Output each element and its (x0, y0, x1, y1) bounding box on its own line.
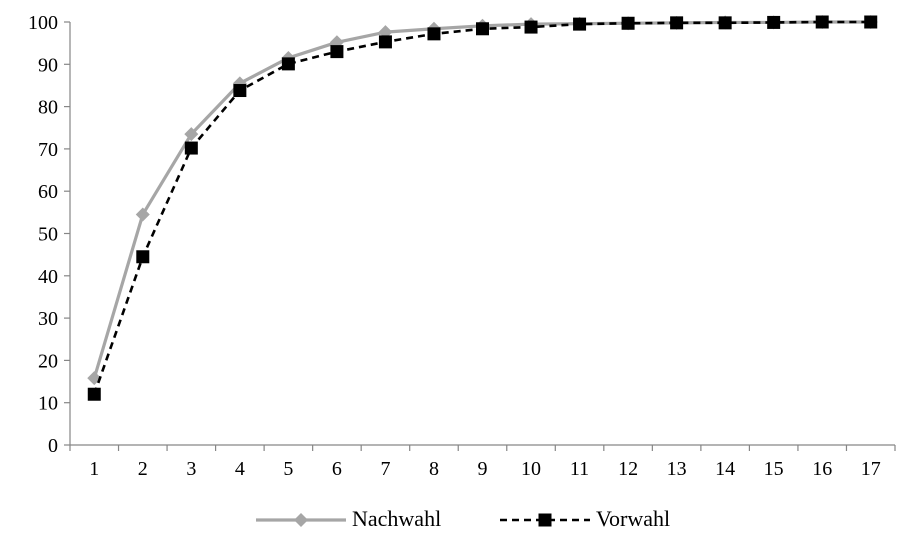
data-point (136, 250, 150, 264)
data-point (135, 207, 150, 222)
x-tick-label: 13 (667, 458, 687, 480)
y-tick-label: 50 (38, 224, 58, 246)
series-line (92, 20, 871, 379)
legend-swatch-marker (538, 513, 552, 527)
x-tick-label: 9 (478, 458, 488, 480)
data-point (718, 16, 732, 30)
legend-label: Vorwahl (596, 506, 670, 531)
chart-legend: Nachwahl Vorwahl (256, 506, 670, 531)
legend-item: Vorwahl (500, 506, 670, 531)
data-point (427, 27, 441, 41)
y-tick-label: 70 (38, 139, 58, 161)
x-tick-label: 15 (764, 458, 784, 480)
x-tick-label: 3 (186, 458, 196, 480)
x-tick-label: 6 (332, 458, 342, 480)
data-point (378, 35, 392, 49)
data-point (330, 45, 344, 59)
data-point (184, 141, 198, 155)
data-point (670, 16, 684, 30)
series-vorwahl (87, 15, 878, 401)
y-tick-label: 10 (38, 393, 58, 415)
series-line (93, 20, 871, 395)
x-tick-label: 5 (283, 458, 293, 480)
y-tick-label: 30 (38, 308, 58, 330)
y-tick-label: 0 (48, 435, 58, 457)
legend-item: Nachwahl (256, 506, 441, 531)
y-tick-label: 60 (38, 181, 58, 203)
data-point (476, 22, 489, 36)
legend-swatch-marker (294, 513, 308, 527)
series-nachwahl (87, 15, 878, 386)
y-tick-label: 90 (38, 54, 58, 76)
data-point (233, 84, 247, 98)
x-tick-label: 16 (812, 458, 832, 480)
data-point (815, 15, 829, 29)
x-tick-label: 17 (861, 458, 881, 480)
x-tick-label: 7 (380, 458, 390, 480)
data-point (281, 57, 295, 71)
data-point (573, 17, 587, 31)
x-tick-label: 11 (570, 458, 589, 480)
chart-series (87, 15, 878, 401)
x-tick-label: 12 (618, 458, 638, 480)
x-tick-label: 8 (429, 458, 439, 480)
y-tick-label: 40 (38, 266, 58, 288)
data-point (87, 387, 101, 401)
x-tick-label: 10 (521, 458, 541, 480)
data-point (184, 127, 199, 142)
x-tick-label: 4 (235, 458, 245, 480)
x-tick-label: 1 (89, 458, 99, 480)
data-point (864, 15, 878, 29)
legend-label: Nachwahl (352, 506, 441, 531)
data-point (524, 20, 538, 34)
data-point (767, 15, 781, 29)
y-tick-label: 20 (38, 350, 58, 372)
x-tick-label: 14 (715, 458, 735, 480)
x-tick-label: 2 (138, 458, 148, 480)
y-tick-label: 80 (38, 97, 58, 119)
data-point (621, 16, 635, 30)
y-tick-label: 100 (28, 12, 58, 34)
